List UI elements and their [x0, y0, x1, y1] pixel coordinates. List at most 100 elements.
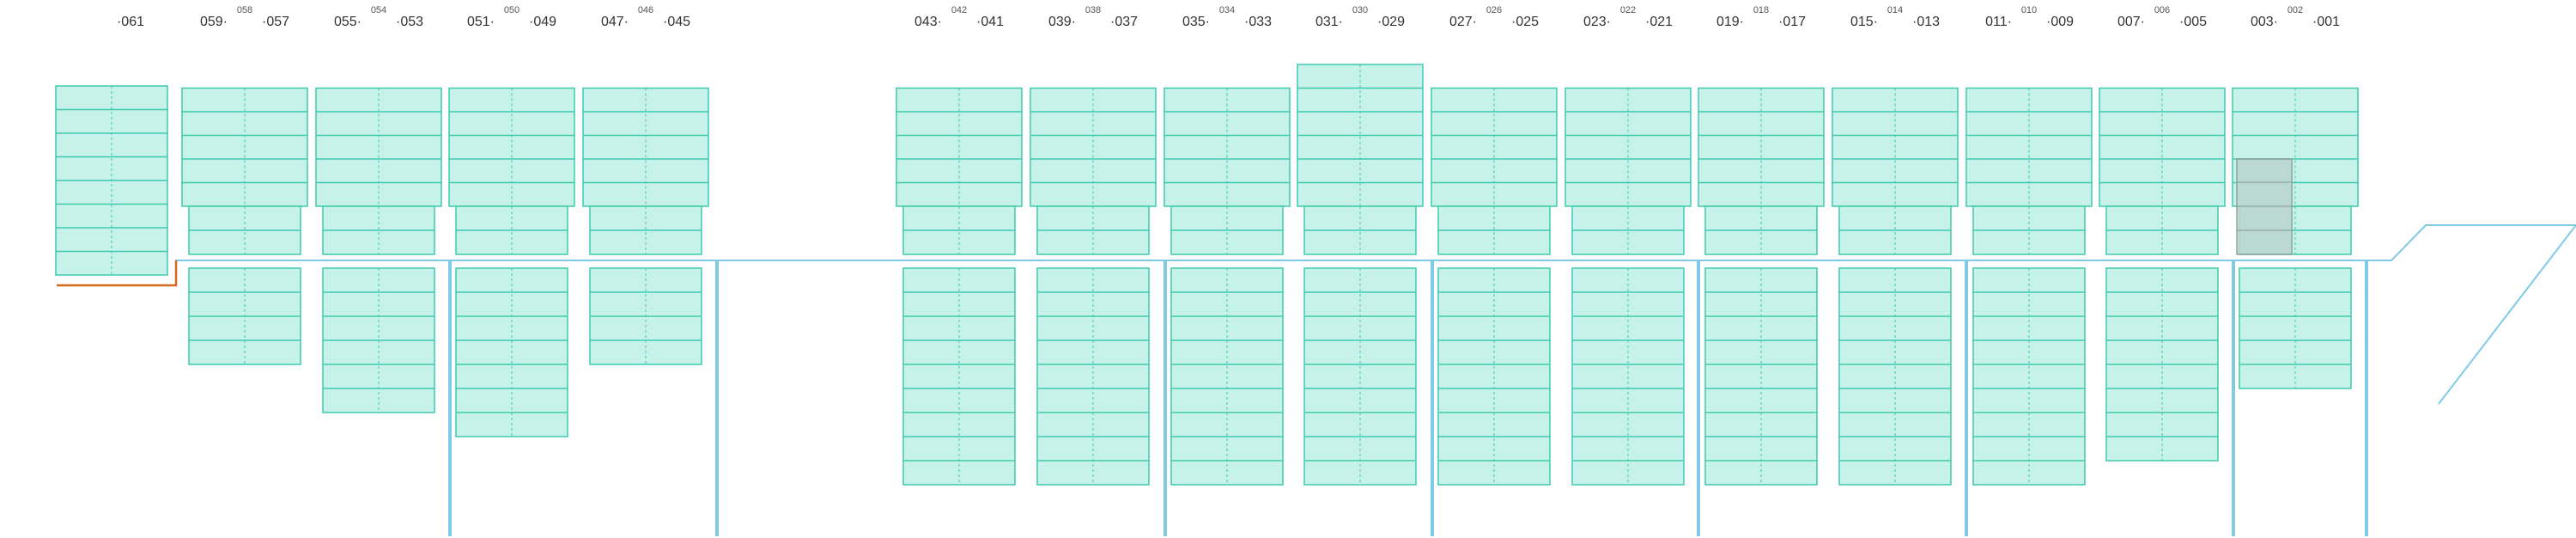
deck-lower-stack	[2105, 205, 2219, 255]
hold-stack	[902, 267, 1016, 486]
hold-stack	[2105, 267, 2219, 462]
deck-lower-stack	[188, 205, 301, 255]
bay-046[interactable]	[582, 87, 709, 365]
bay-label-right: ·053	[396, 15, 423, 29]
deck-lower-stack	[1437, 205, 1551, 255]
bay-label-left: 047·	[601, 15, 629, 29]
bay-026[interactable]	[1431, 87, 1558, 486]
hold-stack	[1303, 267, 1417, 486]
bay-050[interactable]	[448, 87, 575, 437]
deck-stack	[181, 87, 308, 207]
ship-hull	[57, 224, 2576, 536]
bay-label-right: ·021	[1645, 15, 1673, 29]
bay-label-right: ·061	[117, 15, 144, 29]
bay-label-left: 007·	[2117, 15, 2145, 29]
bay-label-group: 019· 018 ·017	[1716, 5, 1806, 29]
bay-006[interactable]	[2099, 87, 2226, 462]
deck-stack	[1564, 87, 1692, 207]
deck-edge-line	[57, 260, 178, 287]
deck-lower-stack	[1170, 205, 1284, 255]
bay-label-group: 011· 010 ·009	[1985, 5, 2074, 29]
bay-label-left: 059·	[200, 15, 228, 29]
bay-label-left: 011·	[1985, 15, 2012, 29]
deck-lower-stack	[455, 205, 568, 255]
bay-label-mid: 026	[1486, 5, 1502, 15]
deck-stack	[1163, 87, 1291, 207]
bay-034[interactable]	[1163, 87, 1291, 486]
bay-label-left: 039·	[1048, 15, 1076, 29]
bay-058[interactable]	[181, 87, 308, 365]
deck-lower-stack	[1838, 205, 1952, 255]
deck-lower-stack	[1972, 205, 2086, 255]
bay-label-group: 007· 006 ·005	[2117, 5, 2207, 29]
bay-label-group: 027· 026 ·025	[1449, 5, 1539, 29]
bay-label-left: 019·	[1716, 15, 1744, 29]
bay-label-mid: 054	[371, 5, 386, 15]
bay-label-left: 031·	[1315, 15, 1343, 29]
deck-stack	[1030, 87, 1157, 207]
bay-label-right: ·029	[1377, 15, 1405, 29]
deck-stack	[582, 87, 709, 207]
bay-label-right: ·041	[976, 15, 1004, 29]
bay-022[interactable]	[1564, 87, 1692, 486]
hold-stack	[589, 267, 702, 365]
bay-label-left: 023·	[1583, 15, 1611, 29]
hold-stack	[1972, 267, 2086, 486]
deck-stack	[1965, 87, 2093, 207]
bay-label-group: 059· 058 ·057	[200, 5, 289, 29]
hold-stack	[322, 267, 435, 413]
bay-label-mid: 014	[1887, 5, 1903, 15]
deck-lower-stack	[1571, 205, 1685, 255]
hold-stack	[1036, 267, 1150, 486]
deck-stack	[1431, 87, 1558, 207]
deck-lower-stack	[1303, 205, 1417, 255]
deck-lower-stack	[1704, 205, 1818, 255]
bay-042[interactable]	[896, 87, 1023, 486]
bay-label-mid: 038	[1085, 5, 1101, 15]
bay-label-mid: 034	[1219, 5, 1235, 15]
deck-stack	[55, 85, 168, 276]
deck-lower-stack	[1036, 205, 1150, 255]
deck-lower-stack	[322, 205, 435, 255]
bay-label-mid: 002	[2287, 5, 2303, 15]
bay-label-mid: 050	[504, 5, 519, 15]
bay-label-group: 055· 054 ·053	[334, 5, 423, 29]
bay-label-mid: 022	[1620, 5, 1636, 15]
bay-label-right: ·033	[1244, 15, 1272, 29]
deck-stack	[448, 87, 575, 207]
hold-stack	[1838, 267, 1952, 486]
bay-label-group: 003· 002 ·001	[2251, 5, 2340, 29]
bay-label-left: 055·	[334, 15, 361, 29]
bay-018[interactable]	[1698, 87, 1825, 486]
bay-label-right: ·025	[1511, 15, 1539, 29]
hold-stack	[2239, 267, 2352, 389]
bay-054[interactable]	[315, 87, 442, 413]
bay-label-left: 015·	[1850, 15, 1878, 29]
hold-stack	[1170, 267, 1284, 486]
bay-label-mid: 010	[2021, 5, 2037, 15]
hold-stack	[1571, 267, 1685, 486]
deck-stack	[1698, 87, 1825, 207]
bay-labels: ·061 059· 058 ·057 055· 054 ·053 051· 050 ·049 047…	[117, 5, 2340, 29]
bay-010[interactable]	[1965, 87, 2093, 486]
bay-label-right: ·005	[2179, 15, 2207, 29]
bay-label-group: 039· 038 ·037	[1048, 5, 1138, 29]
bay-label-group: ·061	[117, 15, 144, 29]
deck-stack	[2099, 87, 2226, 207]
bay-label-group: 051· 050 ·049	[467, 5, 556, 29]
bay-061[interactable]	[55, 85, 168, 276]
deck-stack	[896, 87, 1023, 207]
bay-label-group: 043· 042 ·041	[914, 5, 1004, 29]
bay-label-group: 035· 034 ·033	[1182, 5, 1272, 29]
bay-label-right: ·049	[529, 15, 556, 29]
deck-lower-stack	[589, 205, 702, 255]
bay-038[interactable]	[1030, 87, 1157, 486]
deck-stack	[1832, 87, 1959, 207]
bay-label-right: ·001	[2312, 15, 2340, 29]
bay-label-mid: 046	[638, 5, 653, 15]
bay-030[interactable]	[1297, 64, 1424, 486]
bay-label-right: ·037	[1110, 15, 1138, 29]
bay-014[interactable]	[1832, 87, 1959, 486]
deck-stack	[315, 87, 442, 207]
